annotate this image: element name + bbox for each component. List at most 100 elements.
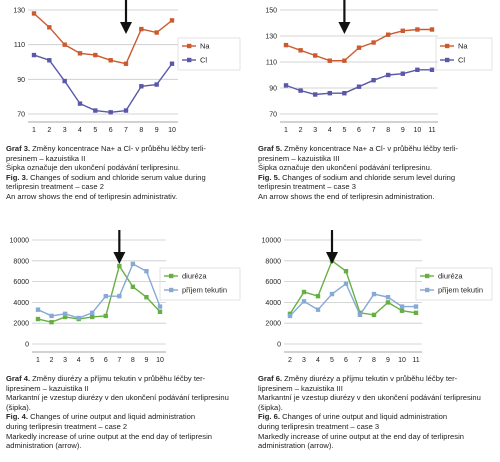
data-point (144, 295, 149, 300)
fig-text-line: Changes of urine output and liquid admin… (279, 412, 448, 422)
series-line (285, 28, 432, 62)
legend-swatch-marker (425, 273, 430, 279)
legend-swatch-marker (187, 57, 192, 63)
data-point (139, 26, 144, 32)
data-point (399, 304, 405, 309)
series-line (37, 262, 161, 319)
data-point (385, 300, 391, 305)
x-tick-label: 3 (63, 127, 67, 134)
x-tick-label: 8 (139, 127, 143, 134)
data-point (47, 25, 52, 30)
x-tick-label: 5 (93, 127, 97, 134)
legend-swatch-marker (187, 43, 192, 49)
x-tick-label: 8 (131, 357, 135, 364)
fig-label: Fig. 5. (258, 172, 280, 182)
x-tick-label: 10 (168, 127, 176, 134)
data-point (62, 314, 68, 320)
data-point (342, 91, 347, 96)
fig-text-line: terlipresin treatment – case 2 (6, 182, 104, 192)
data-point (357, 312, 363, 318)
line-chart: 70 90 110 130 150 1 2 3 4 5 6 7 8 9 10 11 Na Cl (265, 0, 493, 134)
end-arrow-icon (326, 252, 338, 264)
data-point (139, 84, 144, 89)
data-point (301, 299, 307, 304)
x-tick-label: 5 (90, 357, 94, 364)
data-point (429, 67, 435, 72)
legend-label: diuréza (182, 272, 207, 281)
series-line (289, 259, 417, 316)
data-point (413, 310, 419, 315)
data-point (386, 72, 391, 78)
x-tick-label: 6 (109, 127, 113, 134)
data-point (108, 58, 113, 63)
x-tick-label: 8 (372, 357, 376, 364)
data-point (154, 30, 159, 35)
series-line (37, 264, 161, 323)
graf-label: Graf 3. (6, 144, 31, 153)
y-tick-label: 90 (269, 86, 277, 93)
series-line (289, 282, 416, 317)
x-tick-label: 9 (401, 127, 405, 134)
graf-text-line: Šipka označuje den ukončení podávání ter… (6, 163, 180, 173)
x-tick-label: 4 (78, 127, 82, 134)
y-tick-label: 70 (17, 112, 25, 119)
y-tick-label: 4000 (265, 300, 281, 307)
data-point (327, 58, 332, 63)
graf-text-line: Markantní je vzestup diurézy v den ukonč… (6, 393, 229, 412)
y-tick-label: 8000 (13, 258, 29, 265)
y-tick-label: 70 (269, 112, 277, 119)
x-tick-label: 3 (63, 357, 67, 364)
fig-text-line: Changes of sodium and chloride serum val… (27, 172, 206, 182)
figure-caption: Graf 5. Změny koncentrace Na+ a Cl- v pr… (258, 144, 496, 202)
x-tick-label: 3 (313, 127, 317, 134)
x-tick-label: 11 (412, 357, 419, 364)
data-point (343, 281, 349, 286)
series-line (33, 12, 173, 65)
data-point (90, 310, 95, 315)
data-point (371, 78, 376, 83)
x-tick-label: 2 (288, 357, 292, 364)
data-point (49, 319, 54, 325)
x-tick-label: 4 (328, 127, 332, 134)
graf-text-line: presinem – kazuistika II (6, 153, 86, 163)
y-tick-label: 10000 (262, 238, 282, 245)
data-point (313, 53, 318, 58)
x-tick-label: 10 (414, 127, 422, 134)
fig-label: Fig. 6. (258, 412, 280, 422)
data-point (117, 263, 122, 269)
fig-text-line: An arrow shows the end of terlipresin ad… (6, 191, 178, 201)
data-point (283, 83, 289, 88)
x-tick-label: 1 (284, 127, 288, 134)
x-tick-label: 2 (299, 127, 303, 134)
legend-label: Na (200, 42, 210, 51)
series-line (285, 69, 432, 96)
data-point (415, 27, 420, 32)
x-tick-label: 9 (386, 357, 390, 364)
y-tick-label: 90 (17, 77, 25, 84)
graf-label: Graf 6. (258, 374, 283, 383)
y-tick-label: 6000 (13, 279, 29, 286)
legend-swatch-marker (445, 43, 450, 49)
graf-text-line: Změny diurézy a příjmu tekutin v průběhu… (282, 374, 458, 383)
data-point (31, 52, 37, 58)
data-point (62, 311, 68, 317)
fig-text-line: Changes of urine output and liquid admin… (27, 412, 196, 422)
data-point (169, 18, 175, 23)
x-tick-label: 5 (342, 127, 346, 134)
fig-text-line: Markedly increase of urine output at the… (258, 431, 464, 451)
y-tick-label: 0 (277, 342, 281, 349)
data-point (287, 313, 293, 319)
x-tick-label: 10 (398, 357, 406, 364)
data-point (62, 42, 67, 47)
data-point (130, 261, 136, 267)
legend-box (415, 267, 493, 301)
graf-label: Graf 4. (6, 374, 31, 383)
x-tick-label: 1 (36, 357, 40, 364)
data-point (298, 48, 303, 53)
chart-panel-diuresis-case3: 0 2000 4000 6000 8000 10000 2 3 4 5 6 7 8 9 10 11 diuréz… (256, 230, 496, 462)
series-line (33, 54, 173, 113)
data-point (31, 11, 37, 16)
legend-label: Cl (458, 56, 465, 65)
legend-label: diuréza (438, 272, 463, 281)
graf-text-line: Změny koncentrace Na+ a Cl- v průběhu lé… (282, 144, 458, 153)
